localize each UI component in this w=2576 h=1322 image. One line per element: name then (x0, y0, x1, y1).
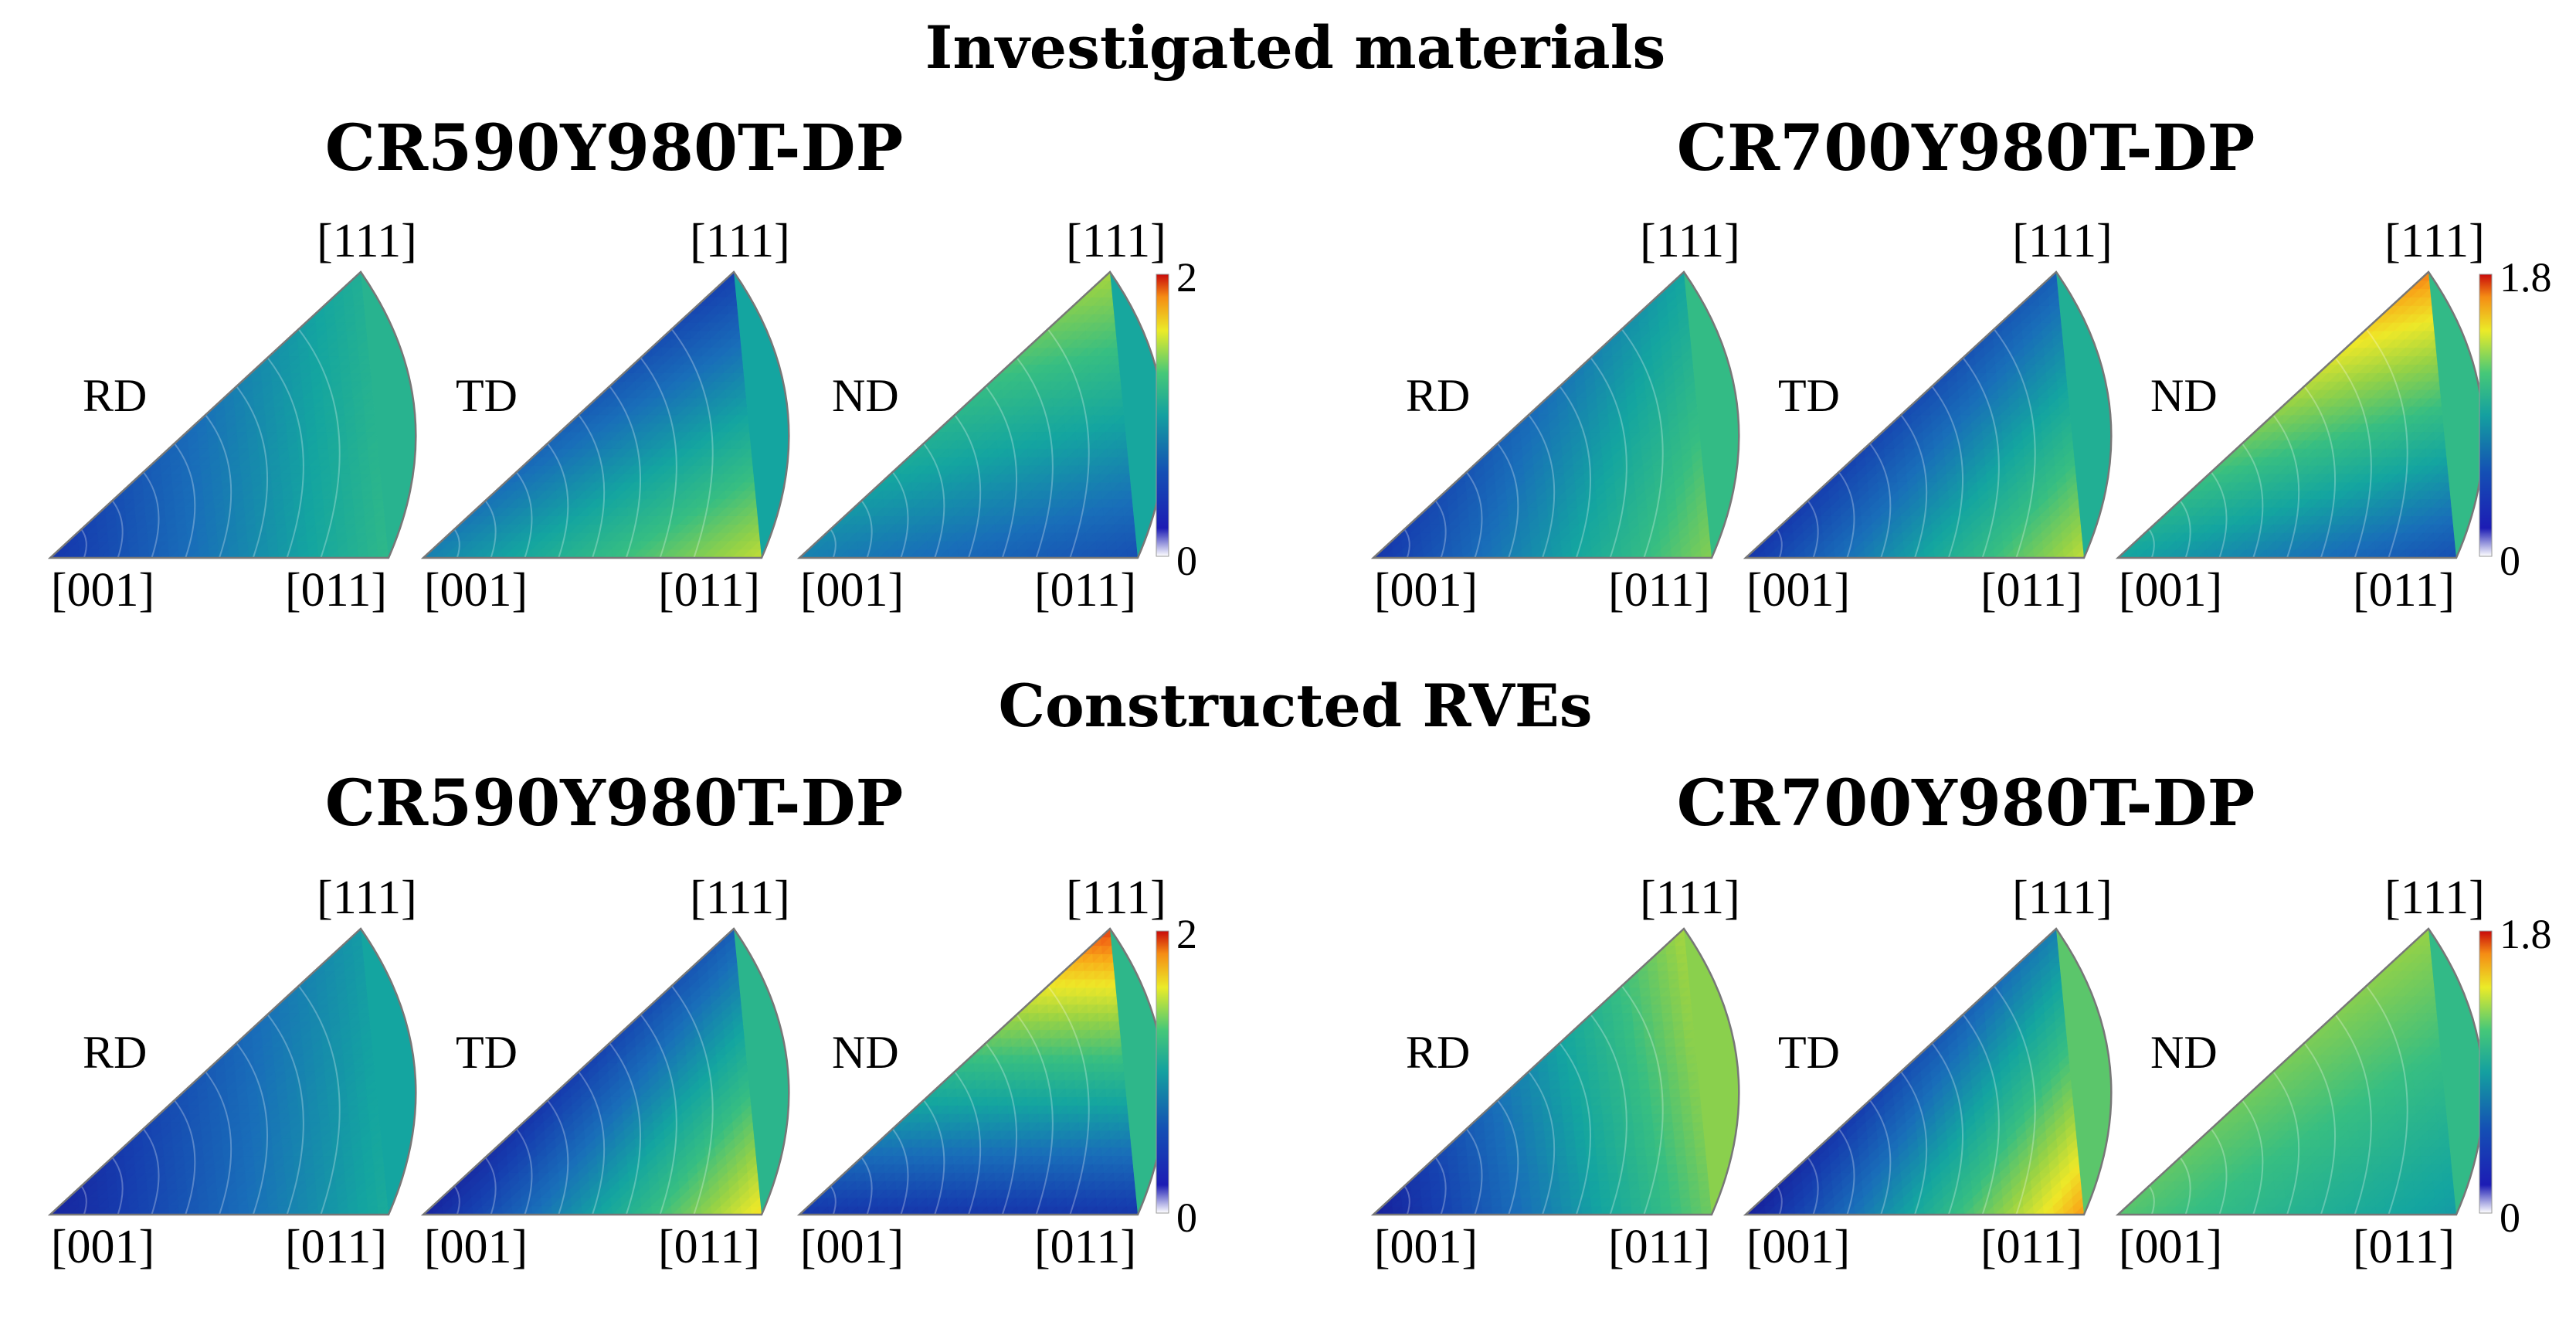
direction-label: RD (83, 370, 147, 421)
pole-figure-rd: RD [111] [001] [011] (1370, 215, 1740, 617)
section-title-constructed: Constructed RVEs (998, 671, 1592, 740)
pole-figures: RD[111][001] [011]TD[111][001] [011]ND[111… (47, 215, 2552, 1273)
pole-label-001: [001] (1374, 564, 1478, 617)
direction-label: ND (832, 370, 899, 421)
pole-figure-rd: RD [111] [001] [011] (47, 215, 417, 617)
density-cell (353, 296, 365, 306)
colorbar: 20 (1156, 254, 1197, 584)
pole-label-011: [011] (285, 564, 387, 617)
group-title-bottom-right: CR700Y980T-DP (1677, 766, 2255, 841)
pole-figure-td: TD[111][001] [011] (1743, 215, 2113, 617)
group-title-top-right: CR700Y980T-DP (1677, 111, 2255, 185)
colorbar-gradient (1156, 274, 1169, 557)
pole-label-001: [001] (424, 564, 528, 617)
pole-label-111: [111] (1640, 215, 1740, 267)
colorbar-max-label: 2 (1176, 254, 1197, 301)
pole-label-011: [011] (658, 564, 760, 617)
pole-label-001: [001] (800, 564, 904, 617)
pole-label-111: [111] (690, 215, 790, 267)
pole-label-111: [111] (317, 215, 417, 267)
pole-figure-td: TD [111] [001] [011] (420, 215, 790, 617)
pole-label-011: [011] (1608, 564, 1710, 617)
pole-label-111: [111] (1066, 215, 1166, 267)
group-title-bottom-left: CR590Y980T-DP (325, 766, 904, 841)
pole-figure-nd: ND [111] [001] [011] (796, 215, 1166, 617)
density-cell (354, 304, 365, 314)
pole-label-011: [011] (1034, 564, 1136, 617)
group-title-top-left: CR590Y980T-DP (325, 111, 904, 185)
colorbar-min-label: 0 (1176, 538, 1197, 584)
pole-label-001: [001] (51, 564, 154, 617)
direction-label: TD (456, 370, 518, 421)
section-title-investigated: Investigated materials (925, 13, 1665, 82)
direction-label: RD (1406, 370, 1470, 421)
